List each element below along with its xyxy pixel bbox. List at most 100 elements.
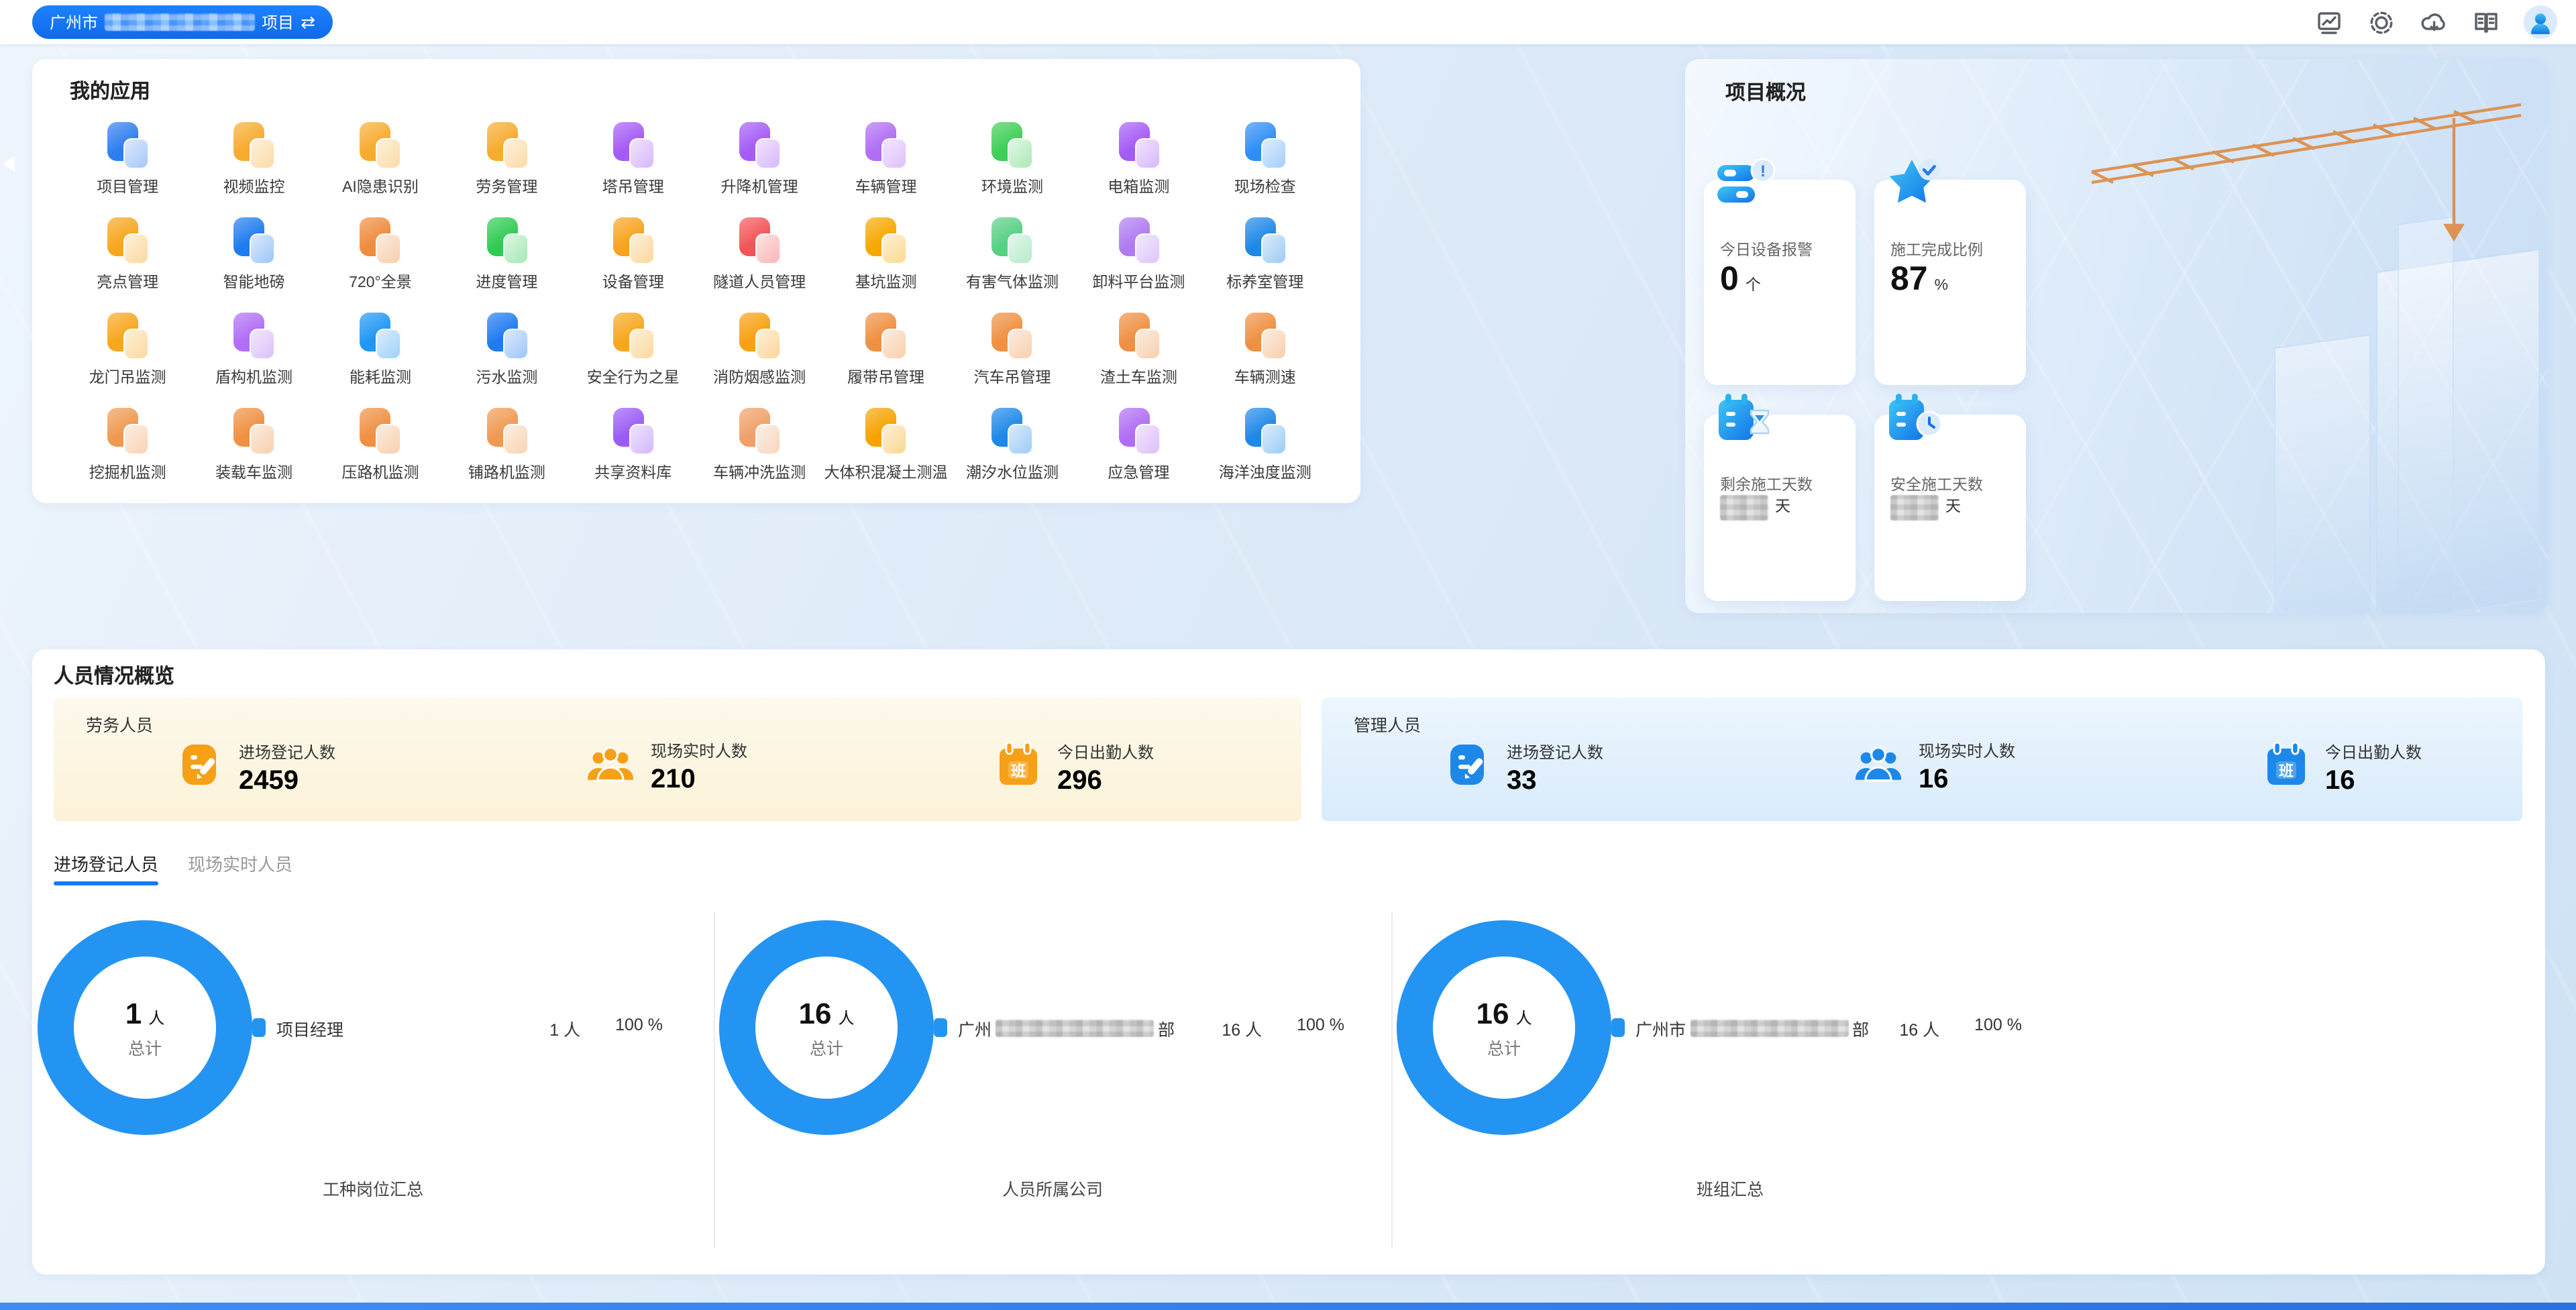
stat-text: 现场实时人数 16 <box>1919 739 2015 796</box>
app-item-基坑监测[interactable]: 基坑监测 <box>822 213 949 309</box>
stat-value: 210 <box>651 765 696 794</box>
app-label: 海洋浊度监测 <box>1218 466 1311 482</box>
attendance-calendar-icon: 班 <box>2261 739 2312 797</box>
legend-swatch <box>934 1018 947 1037</box>
app-item-压路机监测[interactable]: 压路机监测 <box>317 404 443 499</box>
stat-label: 现场实时人数 <box>1919 742 2016 761</box>
redacted-value <box>1890 495 1939 521</box>
app-icon-能耗监测 <box>354 309 407 362</box>
glass-building-decor <box>2398 216 2454 613</box>
donut-total-label: 总计 <box>809 1039 843 1058</box>
legend-item[interactable]: 项目经理 1 人 100 % <box>252 1014 663 1041</box>
app-item-装载车监测[interactable]: 装载车监测 <box>191 404 317 499</box>
chart-column-班组汇总: 16 人总计 广州市部 16 人 100 % 班组汇总 <box>1391 899 2069 1234</box>
app-item-有害气体监测[interactable]: 有害气体监测 <box>949 213 1075 309</box>
app-icon-挖掘机监测 <box>101 404 154 457</box>
personnel-tabs: 进场登记人员 现场实时人员 <box>54 851 292 885</box>
settings-gear-icon[interactable] <box>2367 7 2396 37</box>
app-item-安全行为之星[interactable]: 安全行为之星 <box>570 309 696 404</box>
app-item-AI隐患识别[interactable]: AI隐患识别 <box>317 118 443 213</box>
app-icon-现场检查 <box>1238 118 1292 172</box>
tab-进场登记人员[interactable]: 进场登记人员 <box>54 851 159 885</box>
stat-value: 33 <box>1507 765 1537 795</box>
app-item-升降机管理[interactable]: 升降机管理 <box>696 118 822 213</box>
monitor-icon[interactable] <box>2314 7 2344 37</box>
overview-card-number: 87 <box>1890 260 1928 298</box>
legend-item[interactable]: 广州部 16 人 100 % <box>934 1014 1344 1041</box>
legend-item[interactable]: 广州市部 16 人 100 % <box>1611 1014 2022 1041</box>
chart-divider <box>1391 912 1393 1248</box>
sidebar-collapse-arrow[interactable] <box>3 156 15 172</box>
app-item-设备管理[interactable]: 设备管理 <box>570 213 696 309</box>
app-label: 车辆冲洗监测 <box>713 466 806 482</box>
app-item-720°全景[interactable]: 720°全景 <box>317 213 443 309</box>
tab-现场实时人员[interactable]: 现场实时人员 <box>188 855 293 875</box>
donut-total-label: 总计 <box>1487 1039 1521 1058</box>
app-icon-海洋浊度监测 <box>1238 404 1292 457</box>
app-item-现场检查[interactable]: 现场检查 <box>1202 118 1328 213</box>
app-item-潮汐水位监测[interactable]: 潮汐水位监测 <box>949 404 1075 499</box>
app-label: 环境监测 <box>981 180 1043 196</box>
overview-card-剩余施工天数[interactable]: 剩余施工天数天 <box>1704 394 1856 601</box>
app-item-挖掘机监测[interactable]: 挖掘机监测 <box>64 404 191 499</box>
app-label: 车辆测速 <box>1234 370 1296 386</box>
app-item-项目管理[interactable]: 项目管理 <box>64 118 191 213</box>
app-item-汽车吊管理[interactable]: 汽车吊管理 <box>949 309 1075 404</box>
app-item-劳务管理[interactable]: 劳务管理 <box>443 118 570 213</box>
user-avatar[interactable] <box>2524 5 2557 39</box>
app-item-履带吊管理[interactable]: 履带吊管理 <box>822 309 949 404</box>
app-item-亮点管理[interactable]: 亮点管理 <box>64 213 191 309</box>
app-item-车辆管理[interactable]: 车辆管理 <box>822 118 949 213</box>
app-item-能耗监测[interactable]: 能耗监测 <box>317 309 443 404</box>
app-item-电箱监测[interactable]: 电箱监测 <box>1075 118 1201 213</box>
app-label: 劳务管理 <box>476 180 538 196</box>
project-switcher-pill[interactable]: 广州市 项目 ⇄ <box>32 5 333 39</box>
app-label: 龙门吊监测 <box>89 370 166 386</box>
app-item-铺路机监测[interactable]: 铺路机监测 <box>443 404 570 499</box>
app-icon-视频监控 <box>227 118 281 172</box>
handbook-icon[interactable] <box>2471 7 2501 37</box>
top-bar: 广州市 项目 ⇄ <box>0 0 2576 44</box>
app-item-渣土车监测[interactable]: 渣土车监测 <box>1075 309 1201 404</box>
app-item-车辆冲洗监测[interactable]: 车辆冲洗监测 <box>696 404 822 499</box>
app-item-车辆测速[interactable]: 车辆测速 <box>1202 309 1328 404</box>
app-icon-劳务管理 <box>480 118 533 172</box>
app-item-环境监测[interactable]: 环境监测 <box>949 118 1075 213</box>
stat-管理人员-今日出勤人数: 班 今日出勤人数 16 <box>2261 739 2422 797</box>
app-item-视频监控[interactable]: 视频监控 <box>191 118 317 213</box>
people-icon <box>1851 740 1905 795</box>
app-item-污水监测[interactable]: 污水监测 <box>443 309 570 404</box>
app-icon-应急管理 <box>1112 404 1165 457</box>
app-item-智能地磅[interactable]: 智能地磅 <box>191 213 317 309</box>
app-item-卸料平台监测[interactable]: 卸料平台监测 <box>1075 213 1201 309</box>
overview-card-unit: % <box>1934 278 1949 294</box>
app-item-共享资料库[interactable]: 共享资料库 <box>570 404 696 499</box>
app-item-应急管理[interactable]: 应急管理 <box>1075 404 1201 499</box>
app-label: 升降机管理 <box>720 180 798 196</box>
app-item-消防烟感监测[interactable]: 消防烟感监测 <box>696 309 822 404</box>
donut-center-text: 16 人总计 <box>719 920 934 1135</box>
svg-text:班: 班 <box>1011 763 1026 779</box>
overview-card-value: 87% <box>1890 260 1948 299</box>
legend-values: 16 人 100 % <box>1899 1015 2022 1039</box>
app-label: 应急管理 <box>1108 466 1170 482</box>
app-item-塔吊管理[interactable]: 塔吊管理 <box>570 118 696 213</box>
app-item-盾构机监测[interactable]: 盾构机监测 <box>191 309 317 404</box>
app-item-进度管理[interactable]: 进度管理 <box>443 213 570 309</box>
register-icon <box>1442 739 1493 797</box>
app-item-海洋浊度监测[interactable]: 海洋浊度监测 <box>1202 404 1328 499</box>
app-label: 盾构机监测 <box>215 370 293 386</box>
chart-caption: 人员所属公司 <box>1002 1181 1103 1199</box>
overview-card-今日设备报警[interactable]: ! 今日设备报警 0 个 <box>1704 158 1856 385</box>
app-label: 塔吊管理 <box>602 180 664 196</box>
overview-card-安全施工天数[interactable]: 安全施工天数天 <box>1874 394 2026 601</box>
app-label: 隧道人员管理 <box>713 275 806 291</box>
app-item-龙门吊监测[interactable]: 龙门吊监测 <box>64 309 191 404</box>
app-icon-升降机管理 <box>733 118 786 172</box>
cloud-download-icon[interactable] <box>2419 7 2449 37</box>
app-item-大体积混凝土测温[interactable]: 大体积混凝土测温 <box>822 404 949 499</box>
overview-card-施工完成比例[interactable]: 施工完成比例 87% <box>1874 159 2026 385</box>
app-item-标养室管理[interactable]: 标养室管理 <box>1202 213 1328 309</box>
app-item-隧道人员管理[interactable]: 隧道人员管理 <box>696 213 822 309</box>
